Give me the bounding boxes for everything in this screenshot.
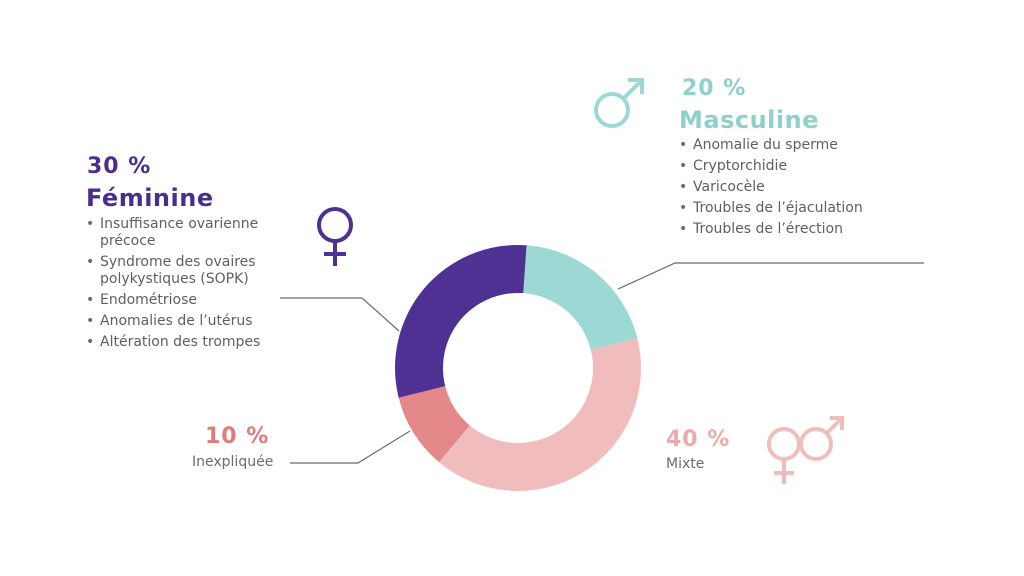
- mixte-percent: 40 %: [666, 427, 731, 452]
- masculine-causes-list: Anomalie du sperme Cryptorchidie Varicoc…: [679, 137, 909, 242]
- list-item: Endométriose: [86, 292, 286, 309]
- donut-slices: [395, 245, 641, 491]
- donut-slice-mixte: [438, 338, 641, 491]
- list-item: Varicocèle: [679, 179, 909, 196]
- list-item: Insuffisance ovarienne précoce: [86, 216, 286, 250]
- list-item: Anomalies de l’utérus: [86, 313, 286, 330]
- inexpliquee-percent: 10 %: [205, 424, 270, 449]
- masculine-label: Masculine: [679, 106, 819, 134]
- list-item: Cryptorchidie: [679, 158, 909, 175]
- donut-slice-masculine: [523, 245, 638, 350]
- list-item: Troubles de l’éjaculation: [679, 200, 909, 217]
- feminine-causes-list: Insuffisance ovarienne précoce Syndrome …: [86, 216, 286, 355]
- female-symbol-icon: [317, 207, 353, 266]
- list-item: Syndrome des ovaires polykystiques (SOPK…: [86, 254, 286, 288]
- mixte-label: Mixte: [666, 456, 705, 472]
- list-item: Altération des trompes: [86, 334, 286, 351]
- feminine-label: Féminine: [86, 184, 214, 212]
- feminine-percent: 30 %: [87, 154, 152, 179]
- female-male-symbol-icon: [767, 416, 844, 484]
- leader-lines: [280, 262, 924, 464]
- masculine-percent: 20 %: [682, 76, 747, 101]
- leader-line-masculine: [617, 262, 924, 290]
- list-item: Anomalie du sperme: [679, 137, 909, 154]
- leader-line-inexpliquee: [290, 430, 411, 464]
- male-symbol-icon: [594, 78, 644, 128]
- list-item: Troubles de l’érection: [679, 221, 909, 238]
- inexpliquee-label: Inexpliquée: [192, 454, 274, 470]
- donut-slice-inexpliquee: [398, 386, 470, 463]
- leader-line-feminine: [280, 297, 400, 332]
- donut-slice-feminine: [395, 245, 527, 398]
